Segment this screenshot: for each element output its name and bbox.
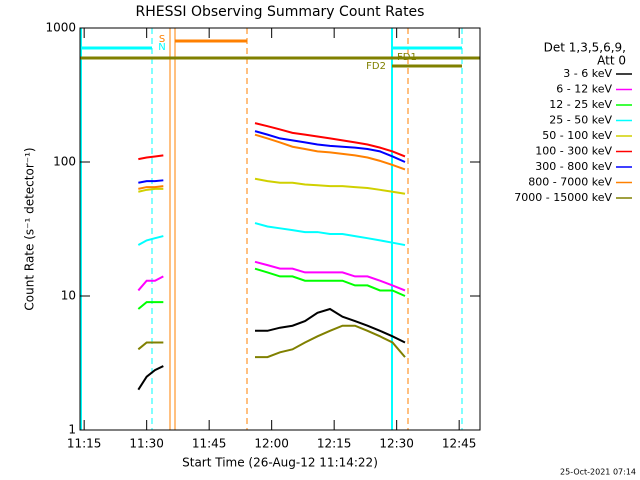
y-tick-label: 1 (68, 423, 76, 437)
y-axis-label: Count Rate (s⁻¹ detector⁻¹) (23, 147, 37, 310)
x-tick-label: 12:15 (317, 437, 352, 451)
series-line (254, 260, 406, 292)
annotation: FD2 (366, 61, 386, 72)
footer: 25-Oct-2021 07:14 (560, 468, 636, 477)
annotations: S N FD1 FD2 (80, 28, 480, 430)
series-line (138, 179, 164, 184)
y-tick-label: 1000 (45, 21, 76, 35)
series-line (138, 187, 164, 193)
y-tick-label: 10 (61, 289, 76, 303)
x-tick-label: 12:00 (254, 437, 289, 451)
legend-label: 300 - 800 keV (535, 160, 612, 173)
series-line (254, 130, 406, 163)
x-tick-label: 11:30 (129, 437, 164, 451)
x-tick-label: 11:15 (67, 437, 102, 451)
series-line (137, 275, 164, 292)
x-axis-label: Start Time (26-Aug-12 11:14:22) (182, 456, 378, 470)
chart-title: RHESSI Observing Summary Count Rates (136, 4, 425, 20)
series-line (254, 267, 406, 297)
annotation: FD1 (397, 52, 417, 63)
x-tick-label: 12:45 (442, 437, 477, 451)
annotation: N (158, 42, 165, 53)
legend-label: 25 - 50 keV (549, 114, 612, 127)
legend-label: 3 - 6 keV (563, 67, 612, 80)
legend-label: 12 - 25 keV (549, 98, 612, 111)
series-line (255, 324, 406, 359)
series-line (254, 222, 406, 247)
x-tick-label: 12:30 (379, 437, 414, 451)
series-line (138, 185, 164, 190)
series-line (137, 301, 164, 310)
series-line (138, 154, 164, 161)
series-line (254, 177, 406, 195)
series-line (137, 365, 164, 391)
legend-label: 50 - 100 keV (542, 129, 612, 142)
plot-frame (79, 27, 481, 431)
y-tick-label: 100 (53, 155, 76, 169)
legend-label: 7000 - 15000 keV (514, 191, 612, 204)
series-line (254, 122, 406, 158)
legend-title: Det 1,3,5,6,9, (544, 41, 626, 55)
legend-label: 6 - 12 keV (556, 83, 612, 96)
series-line (137, 235, 164, 246)
series-line (137, 341, 164, 351)
series-line (255, 307, 406, 344)
legend-label: 800 - 7000 keV (528, 176, 612, 189)
x-tick-label: 11:45 (192, 437, 227, 451)
annotation: S (159, 34, 165, 45)
series-line (254, 133, 406, 171)
legend-title: Att 0 (597, 54, 626, 68)
legend-label: 100 - 300 keV (535, 145, 612, 158)
